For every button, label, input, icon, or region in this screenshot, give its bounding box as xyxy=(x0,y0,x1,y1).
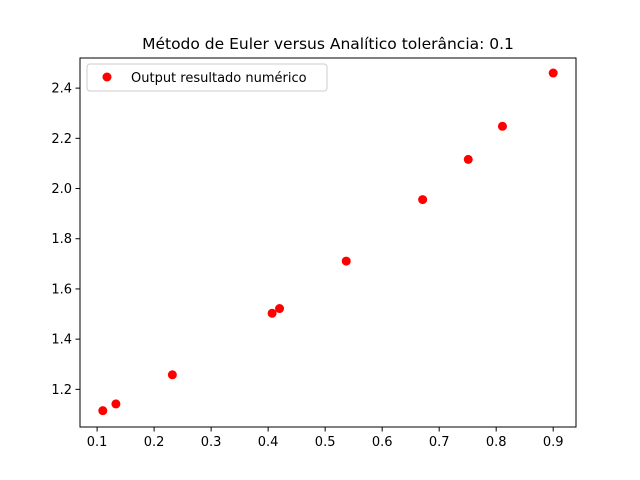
legend-marker-icon xyxy=(102,72,112,82)
legend-box xyxy=(86,63,328,92)
legend: Output resultado numérico xyxy=(86,63,328,92)
y-tick-label: 1.2 xyxy=(51,383,72,398)
data-point xyxy=(98,406,108,416)
data-point xyxy=(341,256,351,266)
x-tick-label: 0.8 xyxy=(486,435,507,450)
plot-area-frame xyxy=(79,57,577,428)
x-tick-label: 0.2 xyxy=(144,435,165,450)
chart-title: Método de Euler versus Analítico tolerân… xyxy=(142,35,514,53)
y-tick-label: 2.2 xyxy=(51,132,72,147)
y-axis: 1.2 1.4 1.6 1.8 2.0 2.2 2.4 xyxy=(51,82,80,398)
x-tick-label: 0.4 xyxy=(258,435,279,450)
data-point xyxy=(267,308,277,318)
data-point xyxy=(497,121,507,131)
y-tick-label: 2.0 xyxy=(51,182,72,197)
data-point xyxy=(111,399,121,409)
x-tick-label: 0.9 xyxy=(543,435,564,450)
data-point xyxy=(463,154,473,164)
x-tick-label: 0.3 xyxy=(201,435,222,450)
data-point xyxy=(418,195,428,205)
y-tick-label: 2.4 xyxy=(51,82,72,97)
x-tick-label: 0.6 xyxy=(372,435,393,450)
y-tick-label: 1.4 xyxy=(51,333,72,348)
y-tick-label: 1.8 xyxy=(51,232,72,247)
legend-entry-label: Output resultado numérico xyxy=(131,71,307,86)
x-tick-label: 0.5 xyxy=(315,435,336,450)
data-point xyxy=(167,370,177,380)
x-tick-label: 0.1 xyxy=(87,435,108,450)
x-axis: 0.1 0.2 0.3 0.4 0.5 0.6 0.7 0.8 0.9 xyxy=(87,427,564,450)
x-tick-label: 0.7 xyxy=(429,435,450,450)
data-points xyxy=(98,68,558,416)
y-tick-label: 1.6 xyxy=(51,282,72,297)
data-point xyxy=(275,304,285,314)
data-point xyxy=(548,68,558,78)
